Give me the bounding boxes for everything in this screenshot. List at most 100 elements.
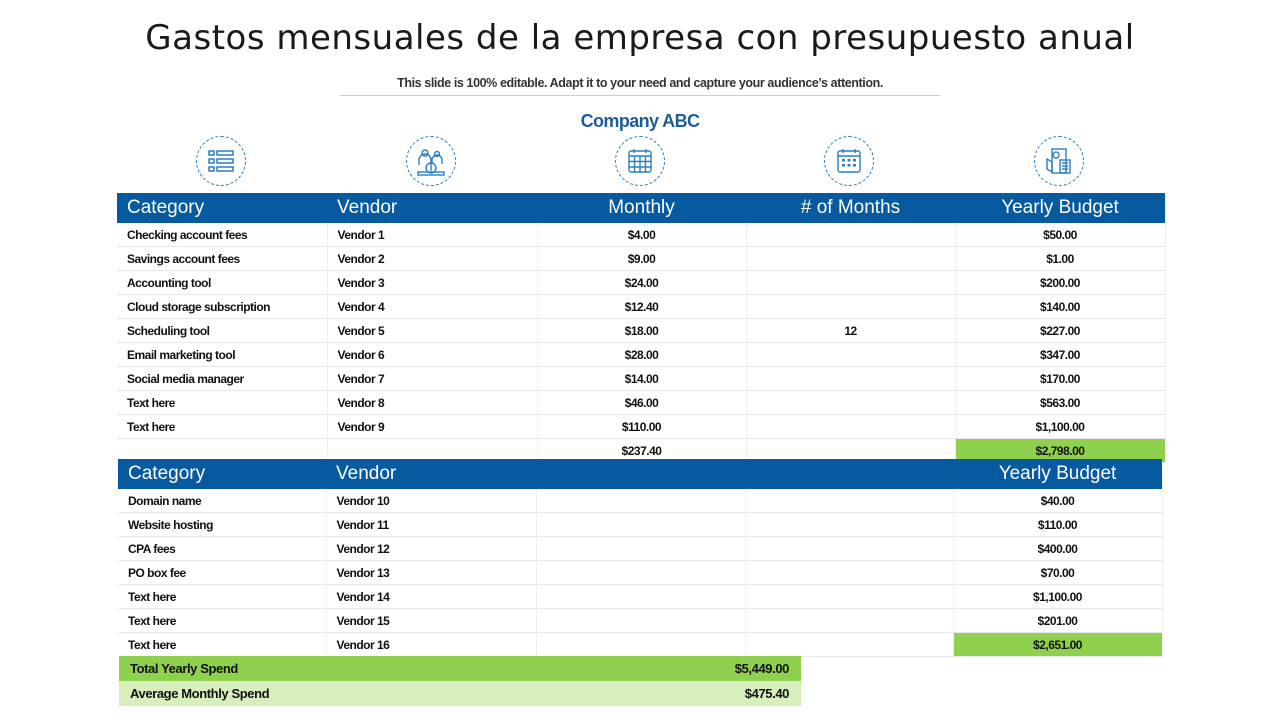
table-row: Text here Vendor 15 $201.00 xyxy=(118,608,1163,633)
header-vendor: Vendor xyxy=(327,193,537,223)
table-row: Text here Vendor 16 $2,651.00 xyxy=(118,632,1163,657)
months-cell xyxy=(746,366,956,391)
empty-cell xyxy=(536,536,746,561)
yearly-cell: $227.00 xyxy=(955,318,1166,343)
table-header: Category Vendor Monthly # of Months Year… xyxy=(117,193,1165,223)
average-monthly-spend-value: $475.40 xyxy=(744,686,790,701)
monthly-cell: $14.00 xyxy=(537,366,747,391)
months-cell xyxy=(746,246,956,271)
yearly-cell: $50.00 xyxy=(955,223,1166,247)
months-cell xyxy=(746,223,956,247)
vendor-cell: Vendor 3 xyxy=(327,270,538,295)
table-row: Domain name Vendor 10 $40.00 xyxy=(118,489,1163,513)
yearly-cell: $400.00 xyxy=(953,536,1163,561)
vendor-cell: Vendor 1 xyxy=(327,223,538,247)
yearly-cell: $140.00 xyxy=(955,294,1166,319)
yearly-cell: $1,100.00 xyxy=(953,584,1163,609)
monthly-cell: $18.00 xyxy=(537,318,747,343)
empty-cell xyxy=(745,560,954,585)
months-cell xyxy=(746,342,956,367)
header-months: # of Months xyxy=(746,193,955,223)
monthly-cell: $28.00 xyxy=(537,342,747,367)
total-yearly-spend-label: Total Yearly Spend xyxy=(130,661,238,676)
list-icon xyxy=(196,136,246,186)
yearly-cell: $1,100.00 xyxy=(955,414,1166,439)
header-yearly-budget: Yearly Budget xyxy=(953,459,1162,489)
category-cell: Text here xyxy=(118,584,327,609)
table-header: Category Vendor Yearly Budget xyxy=(118,459,1162,489)
empty-cell xyxy=(536,632,746,657)
yearly-cell: $70.00 xyxy=(953,560,1163,585)
yearly-cell: $201.00 xyxy=(953,608,1163,633)
vendor-cell: Vendor 7 xyxy=(327,366,538,391)
table-row: Social media manager Vendor 7 $14.00 $17… xyxy=(117,366,1166,391)
category-cell: Accounting tool xyxy=(117,270,328,295)
empty-cell xyxy=(536,489,746,513)
empty-cell xyxy=(745,584,954,609)
category-cell: Text here xyxy=(118,632,327,657)
months-cell xyxy=(746,414,956,439)
category-cell: Text here xyxy=(117,414,328,439)
yearly-cell: $347.00 xyxy=(955,342,1166,367)
table-row: Website hosting Vendor 11 $110.00 xyxy=(118,512,1163,537)
category-cell: Scheduling tool xyxy=(117,318,328,343)
header-monthly: Monthly xyxy=(537,193,746,223)
monthly-cell: $4.00 xyxy=(537,223,747,247)
header-yearly-budget: Yearly Budget xyxy=(955,193,1165,223)
average-monthly-spend-label: Average Monthly Spend xyxy=(130,686,270,701)
vendor-cell: Vendor 16 xyxy=(326,632,537,657)
category-cell: Checking account fees xyxy=(117,223,328,247)
yearly-cell: $40.00 xyxy=(953,489,1163,513)
vendor-cell: Vendor 6 xyxy=(327,342,538,367)
header-category: Category xyxy=(117,193,327,223)
calendar-grid-icon xyxy=(615,136,665,186)
table-row: Scheduling tool Vendor 5 $18.00 12 $227.… xyxy=(117,318,1166,343)
category-cell: Text here xyxy=(118,608,327,633)
monthly-cell: $24.00 xyxy=(537,270,747,295)
yearly-cell: $1.00 xyxy=(955,246,1166,271)
category-cell: CPA fees xyxy=(118,536,327,561)
yearly-cell: $563.00 xyxy=(955,390,1166,415)
vendor-cell: Vendor 8 xyxy=(327,390,538,415)
table-row: Text here Vendor 8 $46.00 $563.00 xyxy=(117,390,1166,415)
header-blank xyxy=(536,459,745,489)
vendor-cell: Vendor 10 xyxy=(326,489,537,513)
category-cell: Savings account fees xyxy=(117,246,328,271)
empty-cell xyxy=(745,632,954,657)
table-row: Text here Vendor 9 $110.00 $1,100.00 xyxy=(117,414,1166,439)
table-row: Savings account fees Vendor 2 $9.00 $1.0… xyxy=(117,246,1166,271)
table-row: Text here Vendor 14 $1,100.00 xyxy=(118,584,1163,609)
empty-cell xyxy=(536,584,746,609)
empty-cell xyxy=(536,560,746,585)
table-row: Email marketing tool Vendor 6 $28.00 $34… xyxy=(117,342,1166,367)
total-yearly-budget: $2,798.00 xyxy=(955,438,1166,463)
monthly-cell: $9.00 xyxy=(537,246,747,271)
yearly-cell: $110.00 xyxy=(953,512,1163,537)
category-cell: Domain name xyxy=(118,489,327,513)
monthly-cell: $110.00 xyxy=(537,414,747,439)
empty-cell xyxy=(536,608,746,633)
months-cell: 12 xyxy=(746,318,956,343)
category-cell: PO box fee xyxy=(118,560,327,585)
category-cell: Website hosting xyxy=(118,512,327,537)
table-row: Accounting tool Vendor 3 $24.00 $200.00 xyxy=(117,270,1166,295)
header-category: Category xyxy=(118,459,326,489)
monthly-expenses-table: Category Vendor Monthly # of Months Year… xyxy=(117,193,1166,463)
finance-documents-icon xyxy=(1034,136,1084,186)
people-money-icon xyxy=(406,136,456,186)
company-name: Company ABC xyxy=(580,111,700,131)
vendor-cell: Vendor 5 xyxy=(327,318,538,343)
table-row: Checking account fees Vendor 1 $4.00 $50… xyxy=(117,223,1166,247)
total-yearly-spend-value: $5,449.00 xyxy=(734,661,790,676)
yearly-cell-highlight: $2,651.00 xyxy=(953,632,1163,657)
months-cell xyxy=(746,390,956,415)
header-blank xyxy=(745,459,953,489)
monthly-cell: $46.00 xyxy=(537,390,747,415)
vendor-cell: Vendor 4 xyxy=(327,294,538,319)
vendor-cell: Vendor 11 xyxy=(326,512,537,537)
vendor-cell: Vendor 9 xyxy=(327,414,538,439)
average-monthly-spend-row: Average Monthly Spend $475.40 xyxy=(119,681,801,706)
table-row: Cloud storage subscription Vendor 4 $12.… xyxy=(117,294,1166,319)
table-row: PO box fee Vendor 13 $70.00 xyxy=(118,560,1163,585)
slide-title: Gastos mensuales de la empresa con presu… xyxy=(145,18,1135,58)
